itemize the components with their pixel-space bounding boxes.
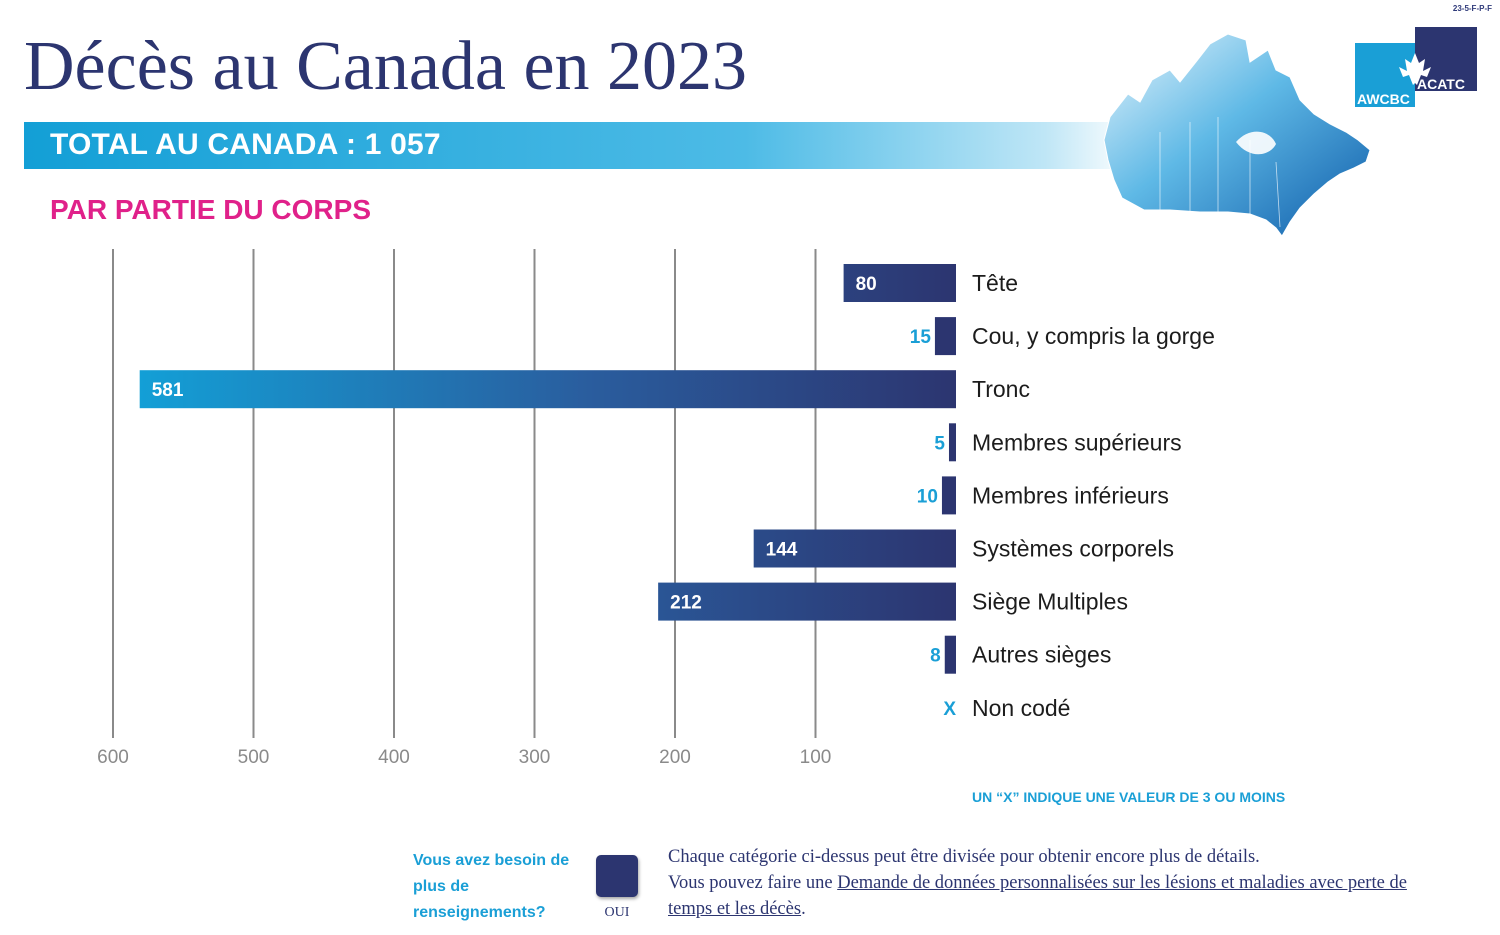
- total-banner: TOTAL AU CANADA : 1 057: [24, 122, 1134, 169]
- data-label: 212: [670, 593, 702, 614]
- canada-map-icon: [1100, 22, 1380, 242]
- bars: [139, 264, 956, 674]
- more-info-question: Vous avez besoin de plus de renseignemen…: [413, 852, 570, 921]
- grid-lines: [112, 249, 817, 738]
- bar: [139, 370, 956, 409]
- bar: [658, 582, 956, 621]
- category-label: Autres sièges: [972, 642, 1111, 668]
- custom-data-request-link[interactable]: Demande de données personnalisées sur le…: [668, 873, 1407, 919]
- desc-suffix: .: [801, 899, 806, 919]
- logo-awcbc: AWCBC: [1357, 91, 1410, 107]
- maple-leaf-icon: [1399, 53, 1431, 85]
- bar: [843, 264, 956, 302]
- category-labels: Tête Cou, y compris la gorge Tronc Membres …: [972, 270, 1215, 721]
- x-note: UN “X” INDIQUE UNE VALEUR DE 3 OU MOINS: [972, 789, 1286, 805]
- x-tick-label: 600: [97, 747, 129, 768]
- footer-description: Chaque catégorie ci-dessus peut être div…: [668, 844, 1428, 922]
- category-label: Systèmes corporels: [972, 536, 1174, 562]
- logo-acatc: ACATC: [1417, 76, 1465, 92]
- category-label: Membres inférieurs: [972, 482, 1169, 508]
- x-tick-label: 100: [800, 747, 832, 768]
- awcbc-logo: ACATC AWCBC: [1355, 27, 1477, 107]
- category-label: Siège Multiples: [972, 589, 1128, 615]
- chart-subtitle: PAR PARTIE DU CORPS: [50, 194, 371, 225]
- data-label: X: [943, 699, 956, 720]
- category-label: Tête: [972, 270, 1018, 296]
- bar: [934, 317, 956, 356]
- x-tick-label: 400: [378, 747, 410, 768]
- page-code: 23-5-F-P-F: [1452, 4, 1492, 13]
- x-tick-label: 300: [519, 747, 551, 768]
- desc-prefix: Vous pouvez faire une: [668, 873, 838, 893]
- oui-button[interactable]: [596, 855, 638, 897]
- category-label: Membres supérieurs: [972, 429, 1182, 455]
- category-label: Tronc: [972, 376, 1030, 402]
- data-label: 80: [856, 274, 877, 295]
- desc-line1: Chaque catégorie ci-dessus peut être div…: [668, 847, 1260, 867]
- page-title: Décès au Canada en 2023: [24, 28, 748, 105]
- data-label: 581: [152, 380, 184, 401]
- data-label: 5: [934, 433, 945, 454]
- data-label: 15: [910, 327, 932, 348]
- x-tick-label: 200: [659, 747, 691, 768]
- bar: [753, 529, 956, 568]
- bar: [948, 423, 956, 462]
- data-label: 8: [930, 646, 941, 667]
- bar: [941, 476, 956, 515]
- x-tick-label: 500: [238, 747, 270, 768]
- x-tick-labels: 600 500 400 300 200 100: [97, 747, 831, 768]
- data-labels: 80 15 581 5 10 144 212 8 X: [152, 274, 957, 720]
- data-label: 10: [917, 486, 938, 507]
- category-label: Non codé: [972, 695, 1070, 721]
- total-label: TOTAL AU CANADA : 1 057: [50, 128, 441, 161]
- category-label: Cou, y compris la gorge: [972, 323, 1215, 349]
- oui-label: OUI: [604, 905, 630, 920]
- bar: [944, 635, 956, 674]
- data-label: 144: [766, 540, 798, 561]
